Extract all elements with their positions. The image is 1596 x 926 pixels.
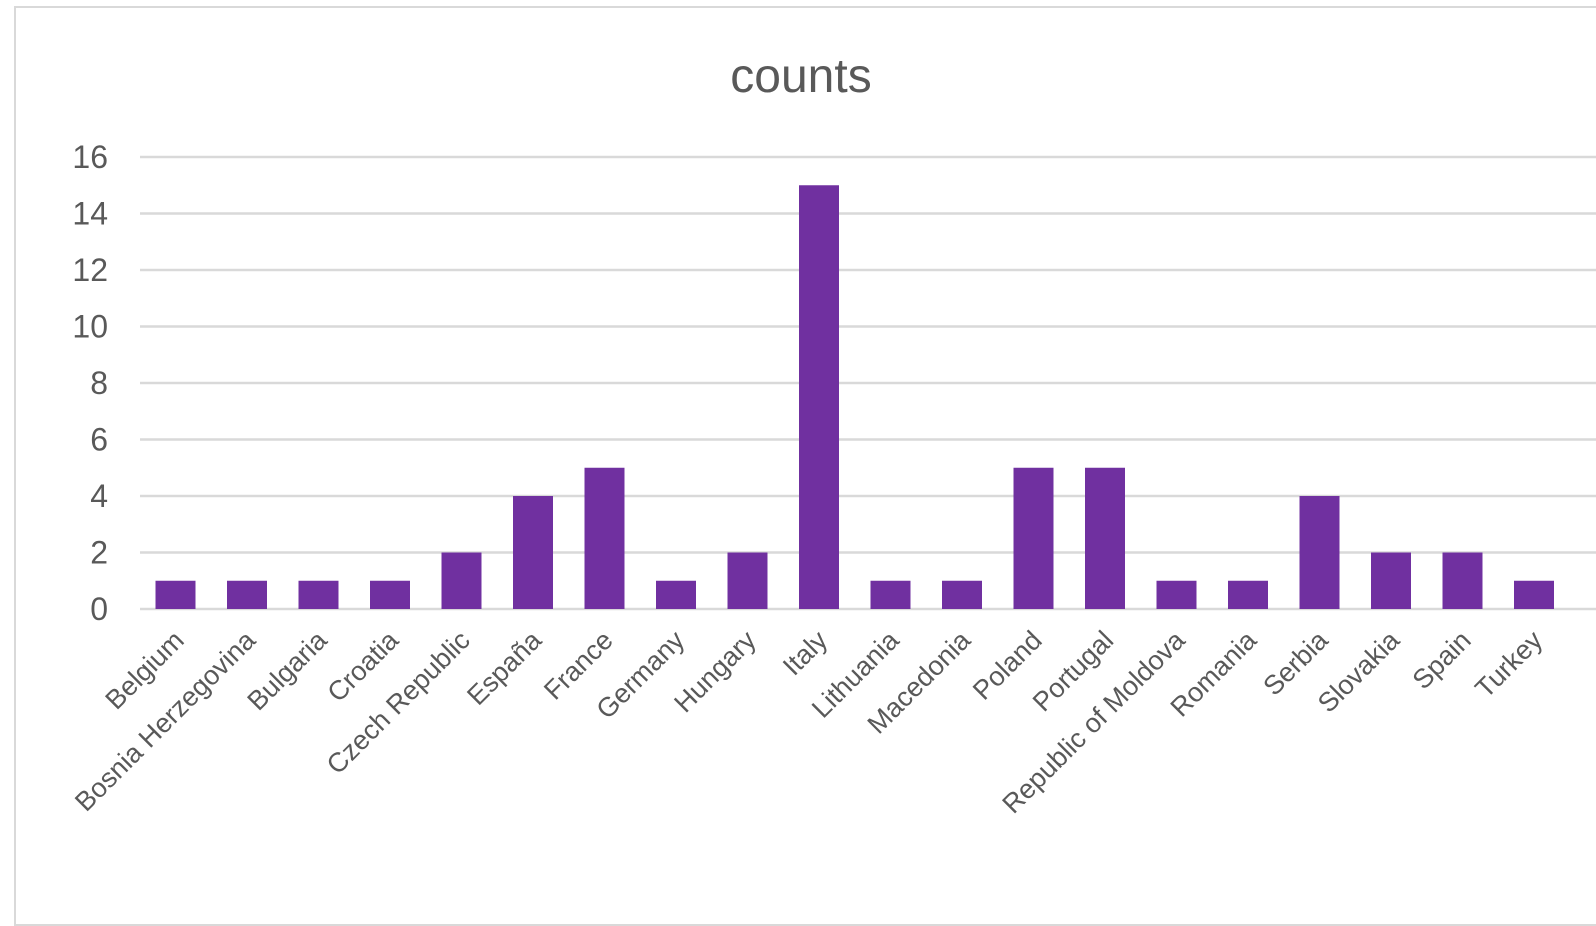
bar	[799, 185, 839, 609]
bar	[1442, 552, 1483, 609]
y-tick-label: 6	[90, 422, 108, 458]
bar	[1299, 496, 1340, 609]
bar	[942, 580, 982, 609]
bar	[870, 580, 911, 609]
y-tick-label: 12	[72, 252, 108, 288]
x-tick-label: Spain	[1407, 625, 1477, 695]
y-tick-label: 2	[90, 535, 108, 571]
bars	[155, 185, 1554, 609]
y-tick-label: 0	[90, 591, 108, 627]
bar	[1371, 552, 1411, 609]
bar	[1085, 467, 1125, 609]
bar	[1228, 580, 1268, 609]
chart-title: counts	[730, 50, 871, 103]
bar	[1013, 467, 1054, 609]
x-tick-label: Turkey	[1469, 625, 1548, 704]
gridlines	[140, 155, 1596, 611]
x-tick-label: España	[461, 624, 548, 711]
x-tick-label: Slovakia	[1312, 624, 1406, 718]
y-tick-label: 8	[90, 365, 108, 401]
y-tick-label: 14	[72, 196, 108, 232]
x-tick-label: Italy	[777, 625, 834, 682]
y-tick-label: 16	[72, 139, 108, 175]
y-tick-label: 10	[72, 309, 108, 345]
bar	[298, 580, 339, 609]
bar	[1514, 580, 1554, 609]
bar	[441, 552, 482, 609]
y-axis-ticks: 0 2 4 6 8 10 12 14 16	[72, 139, 108, 627]
bar	[227, 580, 267, 609]
bar	[370, 580, 410, 609]
x-tick-label: Bulgaria	[241, 624, 333, 716]
bar	[1156, 580, 1197, 609]
bar	[727, 552, 768, 609]
bar	[656, 580, 696, 609]
bar	[513, 496, 553, 609]
bar	[155, 580, 196, 609]
y-tick-label: 4	[90, 478, 108, 514]
bar	[584, 467, 625, 609]
